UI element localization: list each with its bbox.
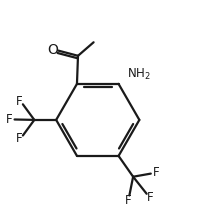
Text: F: F	[153, 166, 160, 179]
Text: F: F	[16, 132, 22, 145]
Text: NH$_2$: NH$_2$	[127, 67, 151, 82]
Text: F: F	[125, 194, 132, 207]
Text: F: F	[147, 191, 154, 204]
Text: F: F	[5, 113, 12, 126]
Text: O: O	[47, 42, 58, 57]
Text: F: F	[16, 95, 22, 108]
